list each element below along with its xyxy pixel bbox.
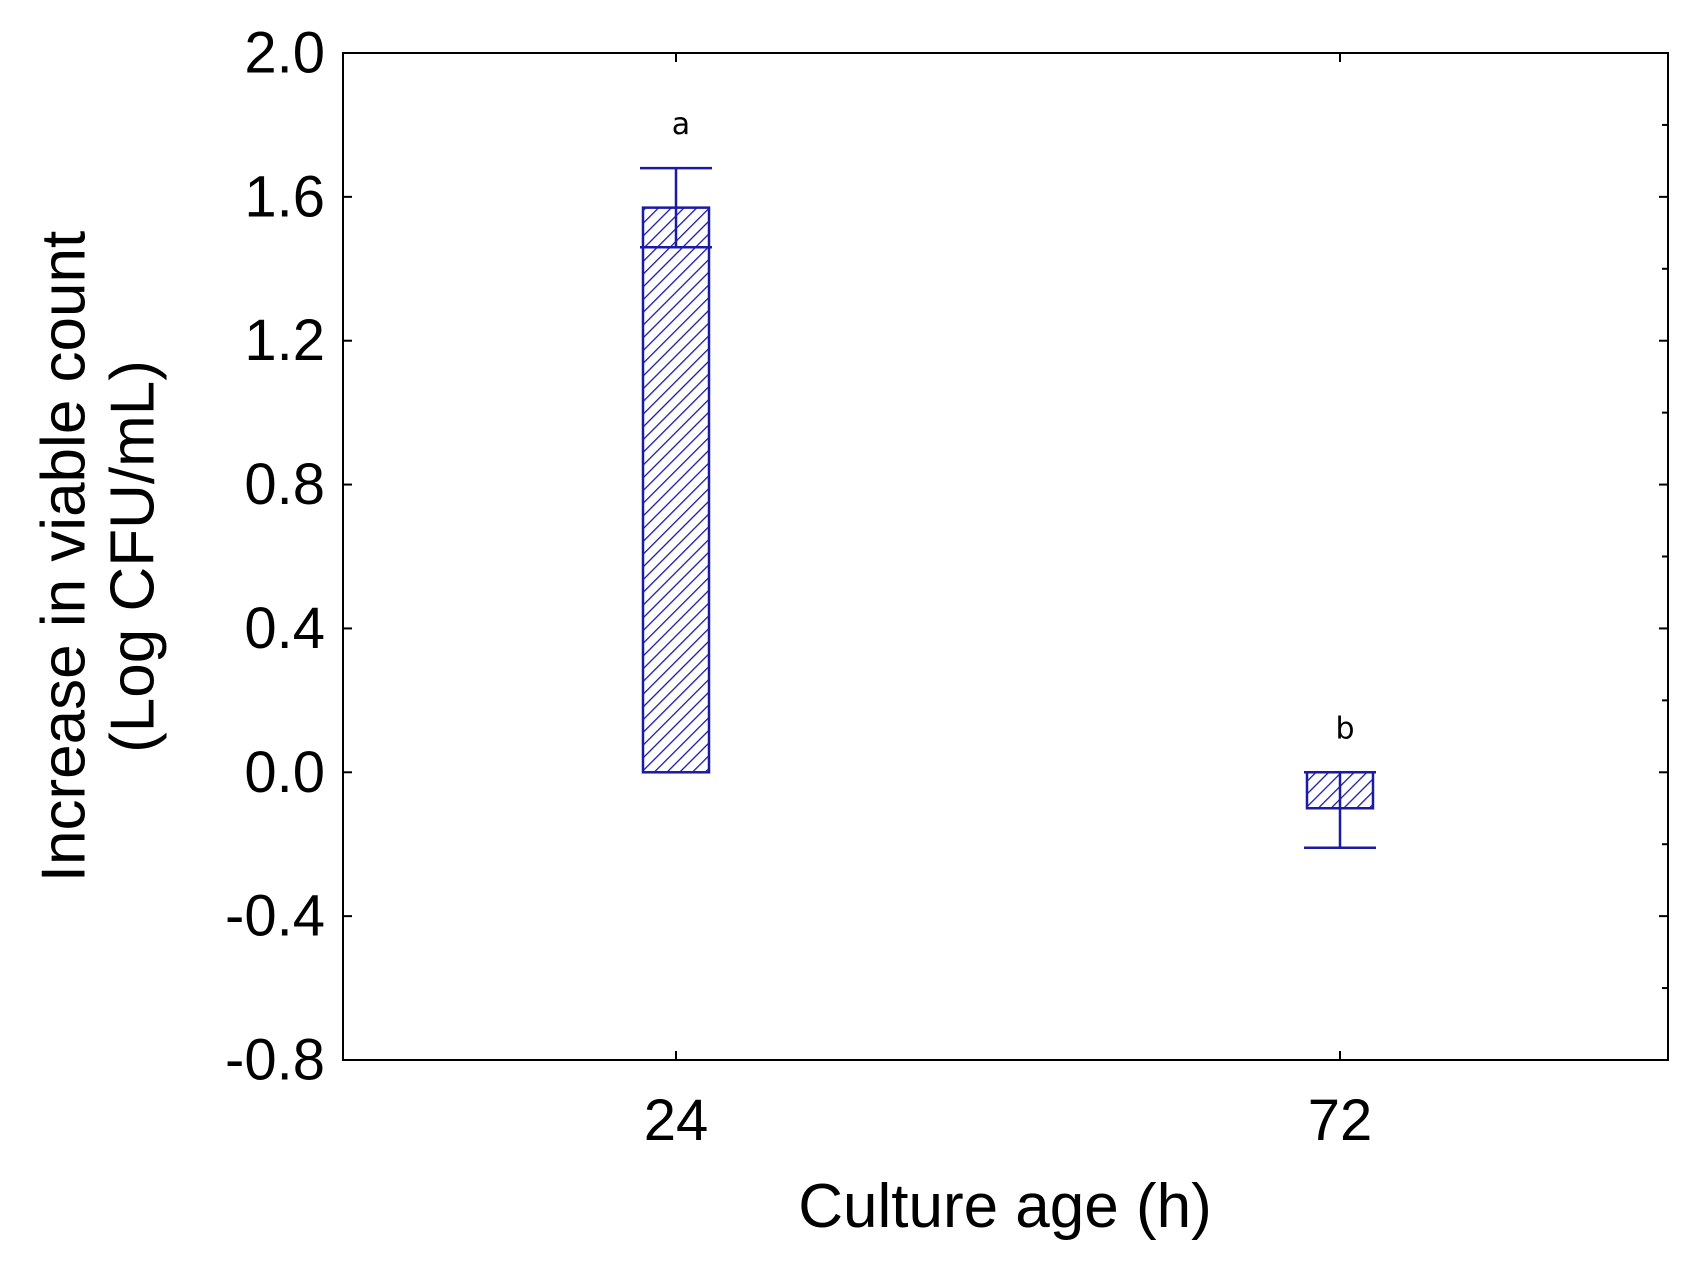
bars (641, 206, 1375, 810)
x-axis-title: Culture age (h) (798, 1172, 1212, 1241)
significance-letter: b (1335, 711, 1354, 746)
y-tick-label: 1.6 (244, 164, 325, 229)
y-axis-title-line-2: (Log CFU/mL) (98, 360, 167, 753)
significance-letter: a (672, 107, 690, 142)
y-tick-label: 0.4 (244, 596, 325, 661)
y-tick-label: -0.8 (225, 1028, 325, 1093)
x-axis-ticks: 24 72 (644, 53, 1373, 1153)
x-tick-label: 24 (644, 1088, 709, 1153)
error-bars (640, 166, 1376, 850)
significance-letters: ab (672, 107, 1355, 746)
y-tick-label: 0.0 (244, 740, 325, 805)
y-tick-label: -0.4 (225, 884, 325, 949)
y-tick-label: 1.2 (244, 308, 325, 373)
y-tick-label: 0.8 (244, 452, 325, 517)
plot-frame (342, 52, 1669, 1061)
y-axis-title-line-1: Increase in viable count (29, 231, 98, 882)
x-tick-label: 72 (1308, 1088, 1373, 1153)
y-axis-ticks: 2.0 1.6 1.2 0.8 0.4 0.0 -0.4 -0.8 (225, 21, 1668, 1093)
y-tick-label: 2.0 (244, 21, 325, 86)
bar (641, 206, 711, 774)
